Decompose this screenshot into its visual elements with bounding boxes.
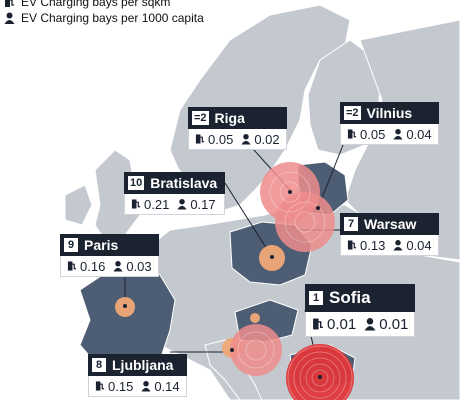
callout-bratislava: 10 Bratislava 0.21 0.17	[124, 172, 226, 215]
rank-badge: =2	[344, 106, 361, 120]
person-icon	[364, 318, 376, 331]
rank-badge: =2	[192, 111, 209, 125]
charger-icon	[131, 199, 141, 209]
callout-metrics: 0.16 0.03	[60, 256, 159, 277]
city-name: Riga	[214, 110, 245, 126]
callout-riga: =2 Riga 0.05 0.02	[188, 107, 287, 150]
bubble-ljubljana	[230, 324, 282, 376]
bubble-sm	[250, 313, 260, 323]
per-capita-value: 0.02	[254, 131, 280, 147]
city-name: Paris	[84, 237, 119, 253]
legend-label-per-capita: EV Charging bays per 1000 capita	[21, 11, 204, 25]
callout-paris: 9 Paris 0.16 0.03	[60, 234, 159, 277]
rank-badge: 1	[309, 291, 323, 305]
person-icon	[113, 261, 123, 272]
charger-icon	[5, 0, 14, 7]
person-icon	[4, 12, 15, 24]
city-name: Bratislava	[150, 175, 218, 191]
rank-badge: 7	[344, 217, 358, 231]
person-icon	[393, 129, 403, 140]
callout-head: =2 Riga	[188, 107, 287, 129]
charger-icon	[313, 318, 323, 330]
rank-badge: 10	[128, 176, 145, 190]
charger-icon	[347, 240, 357, 250]
per-sqkm-value: 0.21	[144, 196, 170, 212]
callout-metrics: 0.05 0.02	[188, 129, 287, 150]
callout-head: =2 Vilnius	[340, 102, 439, 124]
callout-metrics: 0.15 0.14	[88, 376, 187, 397]
legend-item-per-sqkm: EV Charging bays per sqkm	[4, 0, 204, 10]
city-name: Sofia	[329, 288, 371, 307]
leader-bratislava	[224, 182, 273, 258]
city-name: Vilnius	[366, 105, 413, 121]
per-capita-value: 0.14	[154, 378, 180, 394]
per-capita-value: 0.03	[126, 258, 152, 274]
callout-head: 1 Sofia	[305, 284, 416, 312]
callout-metrics: 0.21 0.17	[124, 194, 226, 215]
charger-icon	[95, 381, 105, 391]
per-sqkm-value: 0.05	[360, 126, 386, 142]
city-dots	[123, 190, 322, 379]
callout-metrics: 0.01 0.01	[305, 312, 416, 337]
legend-label-per-sqkm: EV Charging bays per sqkm	[21, 0, 171, 9]
person-icon	[141, 381, 151, 392]
per-capita-value: 0.01	[379, 315, 409, 333]
per-sqkm-value: 0.15	[108, 378, 134, 394]
callout-metrics: 0.13 0.04	[340, 235, 439, 256]
city-name: Ljubljana	[112, 357, 174, 373]
per-sqkm-value: 0.16	[80, 258, 106, 274]
person-icon	[177, 199, 187, 210]
callout-sofia: 1 Sofia 0.01 0.01	[305, 284, 416, 337]
per-sqkm-value: 0.05	[208, 131, 234, 147]
bubble-vilnius	[275, 192, 335, 252]
callout-head: 7 Warsaw	[340, 213, 439, 235]
charger-icon	[195, 134, 205, 144]
charger-icon	[67, 261, 77, 271]
callout-head: 10 Bratislava	[124, 172, 226, 194]
legend-item-per-capita: EV Charging bays per 1000 capita	[4, 10, 204, 26]
legend: EV Charging bays per sqkm EV Charging ba…	[4, 0, 204, 26]
leader-vilnius	[317, 139, 346, 209]
city-name: Warsaw	[364, 216, 417, 232]
bubble-rings	[237, 171, 353, 400]
callout-vilnius: =2 Vilnius 0.05 0.04	[340, 102, 439, 145]
rank-badge: 9	[64, 238, 78, 252]
per-capita-value: 0.04	[406, 126, 432, 142]
per-capita-value: 0.04	[406, 237, 432, 253]
charger-icon	[347, 129, 357, 139]
callout-warsaw: 7 Warsaw 0.13 0.04	[340, 213, 439, 256]
person-icon	[241, 134, 251, 145]
per-capita-value: 0.17	[190, 196, 216, 212]
per-sqkm-value: 0.01	[327, 315, 357, 333]
bubble-sofia	[286, 344, 354, 400]
ireland	[64, 184, 93, 226]
per-sqkm-value: 0.13	[360, 237, 386, 253]
callout-head: 9 Paris	[60, 234, 159, 256]
callout-ljubljana: 8 Ljubljana 0.15 0.14	[88, 354, 187, 397]
person-icon	[393, 240, 403, 251]
callout-head: 8 Ljubljana	[88, 354, 187, 376]
callout-metrics: 0.05 0.04	[340, 124, 439, 145]
rank-badge: 8	[92, 358, 106, 372]
